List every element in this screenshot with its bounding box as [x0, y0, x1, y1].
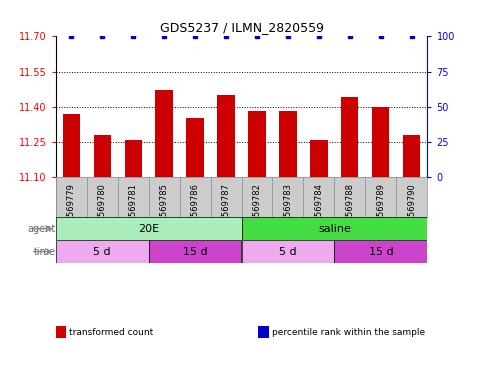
Bar: [280, 111, 297, 177]
Text: GSM569789: GSM569789: [376, 183, 385, 234]
Bar: [217, 95, 235, 177]
Text: GSM569782: GSM569782: [253, 183, 261, 234]
Text: GSM569785: GSM569785: [159, 183, 169, 234]
Bar: [156, 90, 172, 177]
Text: 20E: 20E: [138, 224, 159, 234]
Text: GSM569779: GSM569779: [67, 183, 75, 234]
Bar: [94, 135, 111, 177]
Text: transformed count: transformed count: [69, 328, 153, 337]
Text: 5 d: 5 d: [93, 247, 111, 257]
Bar: [242, 240, 334, 263]
Bar: [149, 240, 242, 263]
Bar: [372, 107, 389, 177]
Text: GSM569783: GSM569783: [284, 183, 293, 234]
Bar: [311, 139, 327, 177]
Bar: [56, 240, 149, 263]
Text: percentile rank within the sample: percentile rank within the sample: [272, 328, 425, 337]
Bar: [56, 217, 242, 240]
Bar: [341, 98, 358, 177]
Bar: [186, 118, 203, 177]
Text: agent: agent: [28, 224, 56, 234]
Text: GDS5237 / ILMN_2820559: GDS5237 / ILMN_2820559: [159, 21, 324, 34]
Text: GSM569786: GSM569786: [190, 183, 199, 234]
Bar: [334, 240, 427, 263]
Text: time: time: [33, 247, 56, 257]
Text: GSM569781: GSM569781: [128, 183, 138, 234]
Text: 15 d: 15 d: [183, 247, 207, 257]
Bar: [242, 217, 427, 240]
Text: 15 d: 15 d: [369, 247, 393, 257]
Bar: [248, 111, 266, 177]
Text: saline: saline: [318, 224, 351, 234]
Text: GSM569788: GSM569788: [345, 183, 355, 234]
Text: GSM569790: GSM569790: [408, 183, 416, 234]
Text: GSM569787: GSM569787: [222, 183, 230, 234]
Text: 5 d: 5 d: [279, 247, 297, 257]
Bar: [403, 135, 421, 177]
Text: GSM569780: GSM569780: [98, 183, 107, 234]
Bar: [62, 114, 80, 177]
Bar: [125, 139, 142, 177]
Text: GSM569784: GSM569784: [314, 183, 324, 234]
